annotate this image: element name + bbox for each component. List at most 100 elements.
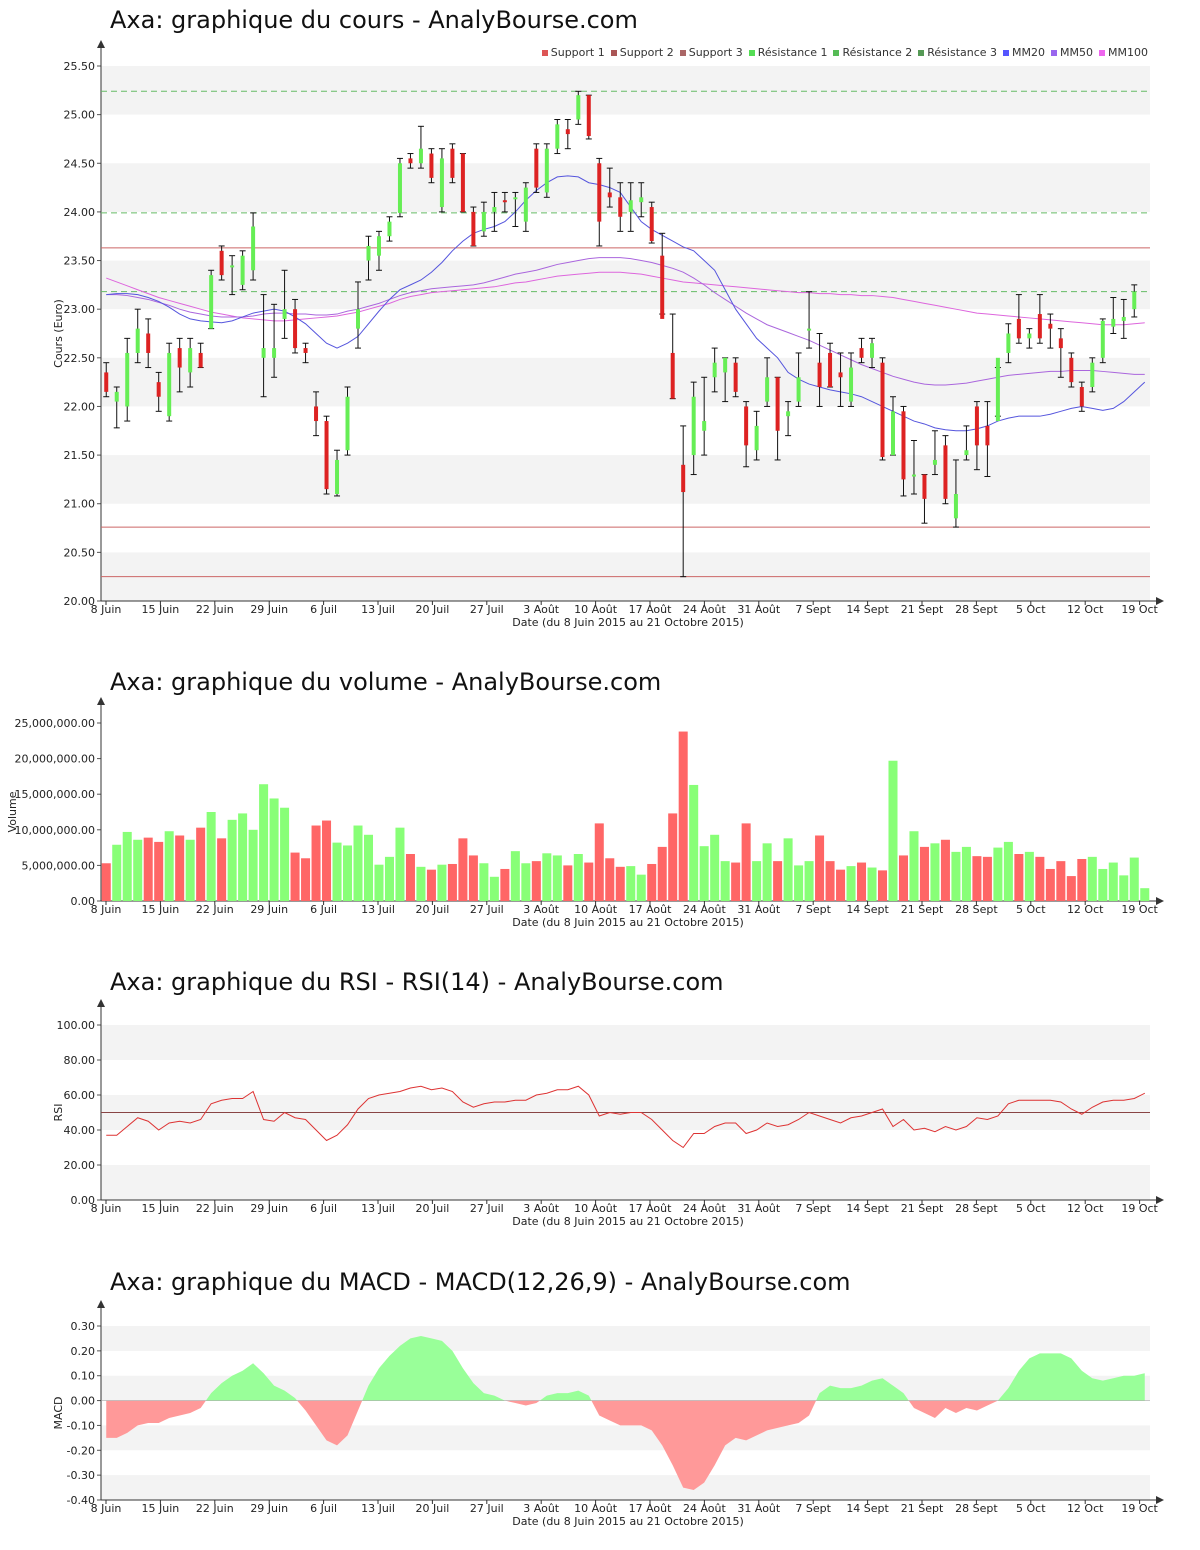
grid-band bbox=[101, 163, 1150, 212]
volume-bar bbox=[112, 844, 122, 901]
x-tick-label: 15 Juin bbox=[142, 1502, 180, 1515]
y-tick-label: -0.10 bbox=[67, 1419, 95, 1432]
legend-item: Support 3 bbox=[679, 46, 743, 59]
volume-bar bbox=[1014, 854, 1024, 901]
y-tick-label: 40.00 bbox=[64, 1124, 96, 1137]
x-tick-label: 8 Juin bbox=[91, 603, 122, 616]
candle bbox=[1036, 294, 1043, 344]
x-tick-label: 7 Sept bbox=[795, 1202, 831, 1215]
y-tick-label: 22.00 bbox=[64, 400, 96, 413]
candle-body bbox=[230, 265, 235, 268]
rsi-chart-title: Axa: graphique du RSI - RSI(14) - AnalyB… bbox=[110, 968, 724, 996]
y-tick-label: 23.50 bbox=[64, 255, 96, 268]
volume-bar bbox=[458, 838, 468, 901]
legend-swatch bbox=[610, 49, 617, 56]
x-tick-label: 19 Oct bbox=[1121, 903, 1158, 916]
candle bbox=[606, 167, 613, 208]
candle bbox=[375, 230, 382, 271]
x-tick-label: 7 Sept bbox=[795, 603, 831, 616]
x-tick-label: 6 Juil bbox=[310, 603, 337, 616]
legend-item: Résistance 1 bbox=[748, 46, 827, 59]
x-tick-label: 22 Juin bbox=[196, 1202, 234, 1215]
volume-bar bbox=[154, 841, 164, 901]
volume-bar bbox=[1140, 888, 1150, 901]
candle bbox=[973, 401, 980, 471]
y-tick-label: 21.50 bbox=[64, 449, 96, 462]
y-tick-label: 20,000,000.00 bbox=[15, 753, 95, 766]
x-tick-label: 17 Août bbox=[629, 603, 673, 616]
y-axis-arrow bbox=[97, 697, 105, 705]
candle-body bbox=[744, 406, 749, 446]
candle bbox=[239, 250, 246, 291]
candle bbox=[554, 119, 561, 155]
volume-bar bbox=[164, 831, 174, 901]
candle bbox=[638, 182, 645, 218]
volume-chart: 0.00 5,000,000.00 10,000,000.00 15,000,000.… bbox=[6, 697, 1164, 929]
candle-body bbox=[209, 275, 214, 329]
x-tick-label: 14 Sept bbox=[846, 1202, 889, 1215]
volume-bar bbox=[1024, 851, 1034, 901]
y-axis-label: MACD bbox=[52, 1397, 65, 1430]
legend-label: Support 2 bbox=[619, 46, 674, 59]
candle bbox=[501, 191, 508, 213]
legend-item: Support 1 bbox=[541, 46, 605, 59]
volume-bar bbox=[584, 862, 594, 901]
x-tick-label: 19 Oct bbox=[1121, 1202, 1158, 1215]
candle bbox=[449, 143, 456, 184]
volume-bar bbox=[940, 839, 950, 901]
volume-bar bbox=[836, 869, 846, 901]
candle bbox=[417, 125, 424, 169]
volume-bar bbox=[636, 874, 646, 901]
macd-negative-area bbox=[297, 1400, 363, 1446]
x-tick-label: 28 Sept bbox=[955, 1202, 998, 1215]
volume-bar bbox=[898, 855, 908, 901]
candle-body bbox=[953, 494, 958, 519]
legend-label: Support 3 bbox=[688, 46, 743, 59]
volume-bar bbox=[353, 825, 363, 901]
y-tick-label: 21.00 bbox=[64, 498, 96, 511]
candle bbox=[281, 269, 288, 339]
x-tick-label: 21 Sept bbox=[901, 603, 944, 616]
candle-body bbox=[167, 352, 172, 417]
x-tick-label: 3 Août bbox=[523, 1202, 560, 1215]
x-tick-label: 5 Oct bbox=[1016, 903, 1046, 916]
x-axis-arrow bbox=[1156, 897, 1164, 905]
y-tick-label: -0.40 bbox=[67, 1494, 95, 1507]
y-tick-label: -0.30 bbox=[67, 1469, 95, 1482]
x-axis-arrow bbox=[1156, 1196, 1164, 1204]
volume-bar bbox=[437, 864, 447, 901]
macd-positive-area bbox=[539, 1390, 592, 1401]
legend-label: MM50 bbox=[1060, 46, 1094, 59]
x-tick-label: 12 Oct bbox=[1067, 1502, 1104, 1515]
y-axis-label: RSI bbox=[52, 1104, 65, 1122]
candle-body bbox=[188, 348, 193, 373]
x-tick-label: 5 Oct bbox=[1016, 1502, 1046, 1515]
volume-bar bbox=[1035, 856, 1045, 901]
candle-body bbox=[723, 357, 728, 373]
volume-bar bbox=[877, 870, 888, 901]
y-tick-label: 0.20 bbox=[71, 1345, 96, 1358]
volume-bar bbox=[248, 829, 258, 901]
x-tick-label: 28 Sept bbox=[955, 903, 998, 916]
candle-body bbox=[796, 377, 801, 402]
candle bbox=[617, 182, 624, 232]
candle bbox=[994, 357, 1001, 422]
x-tick-label: 12 Oct bbox=[1067, 1202, 1104, 1215]
candle-body bbox=[702, 421, 707, 431]
candle-body bbox=[974, 406, 979, 446]
candle bbox=[313, 391, 320, 437]
candle bbox=[355, 281, 362, 349]
y-tick-label: 0.00 bbox=[71, 895, 96, 908]
candle bbox=[334, 449, 341, 497]
x-tick-label: 3 Août bbox=[523, 603, 560, 616]
candle-body bbox=[481, 211, 486, 232]
x-tick-label: 21 Sept bbox=[901, 1502, 944, 1515]
x-tick-label: 15 Juin bbox=[142, 1202, 180, 1215]
macd-negative-area bbox=[106, 1400, 206, 1438]
x-tick-label: 13 Juil bbox=[361, 603, 395, 616]
volume-bar bbox=[343, 845, 353, 901]
candle-body bbox=[1037, 314, 1042, 339]
candle-body bbox=[135, 328, 140, 353]
candle-body bbox=[754, 425, 759, 451]
volume-bar bbox=[626, 866, 636, 901]
